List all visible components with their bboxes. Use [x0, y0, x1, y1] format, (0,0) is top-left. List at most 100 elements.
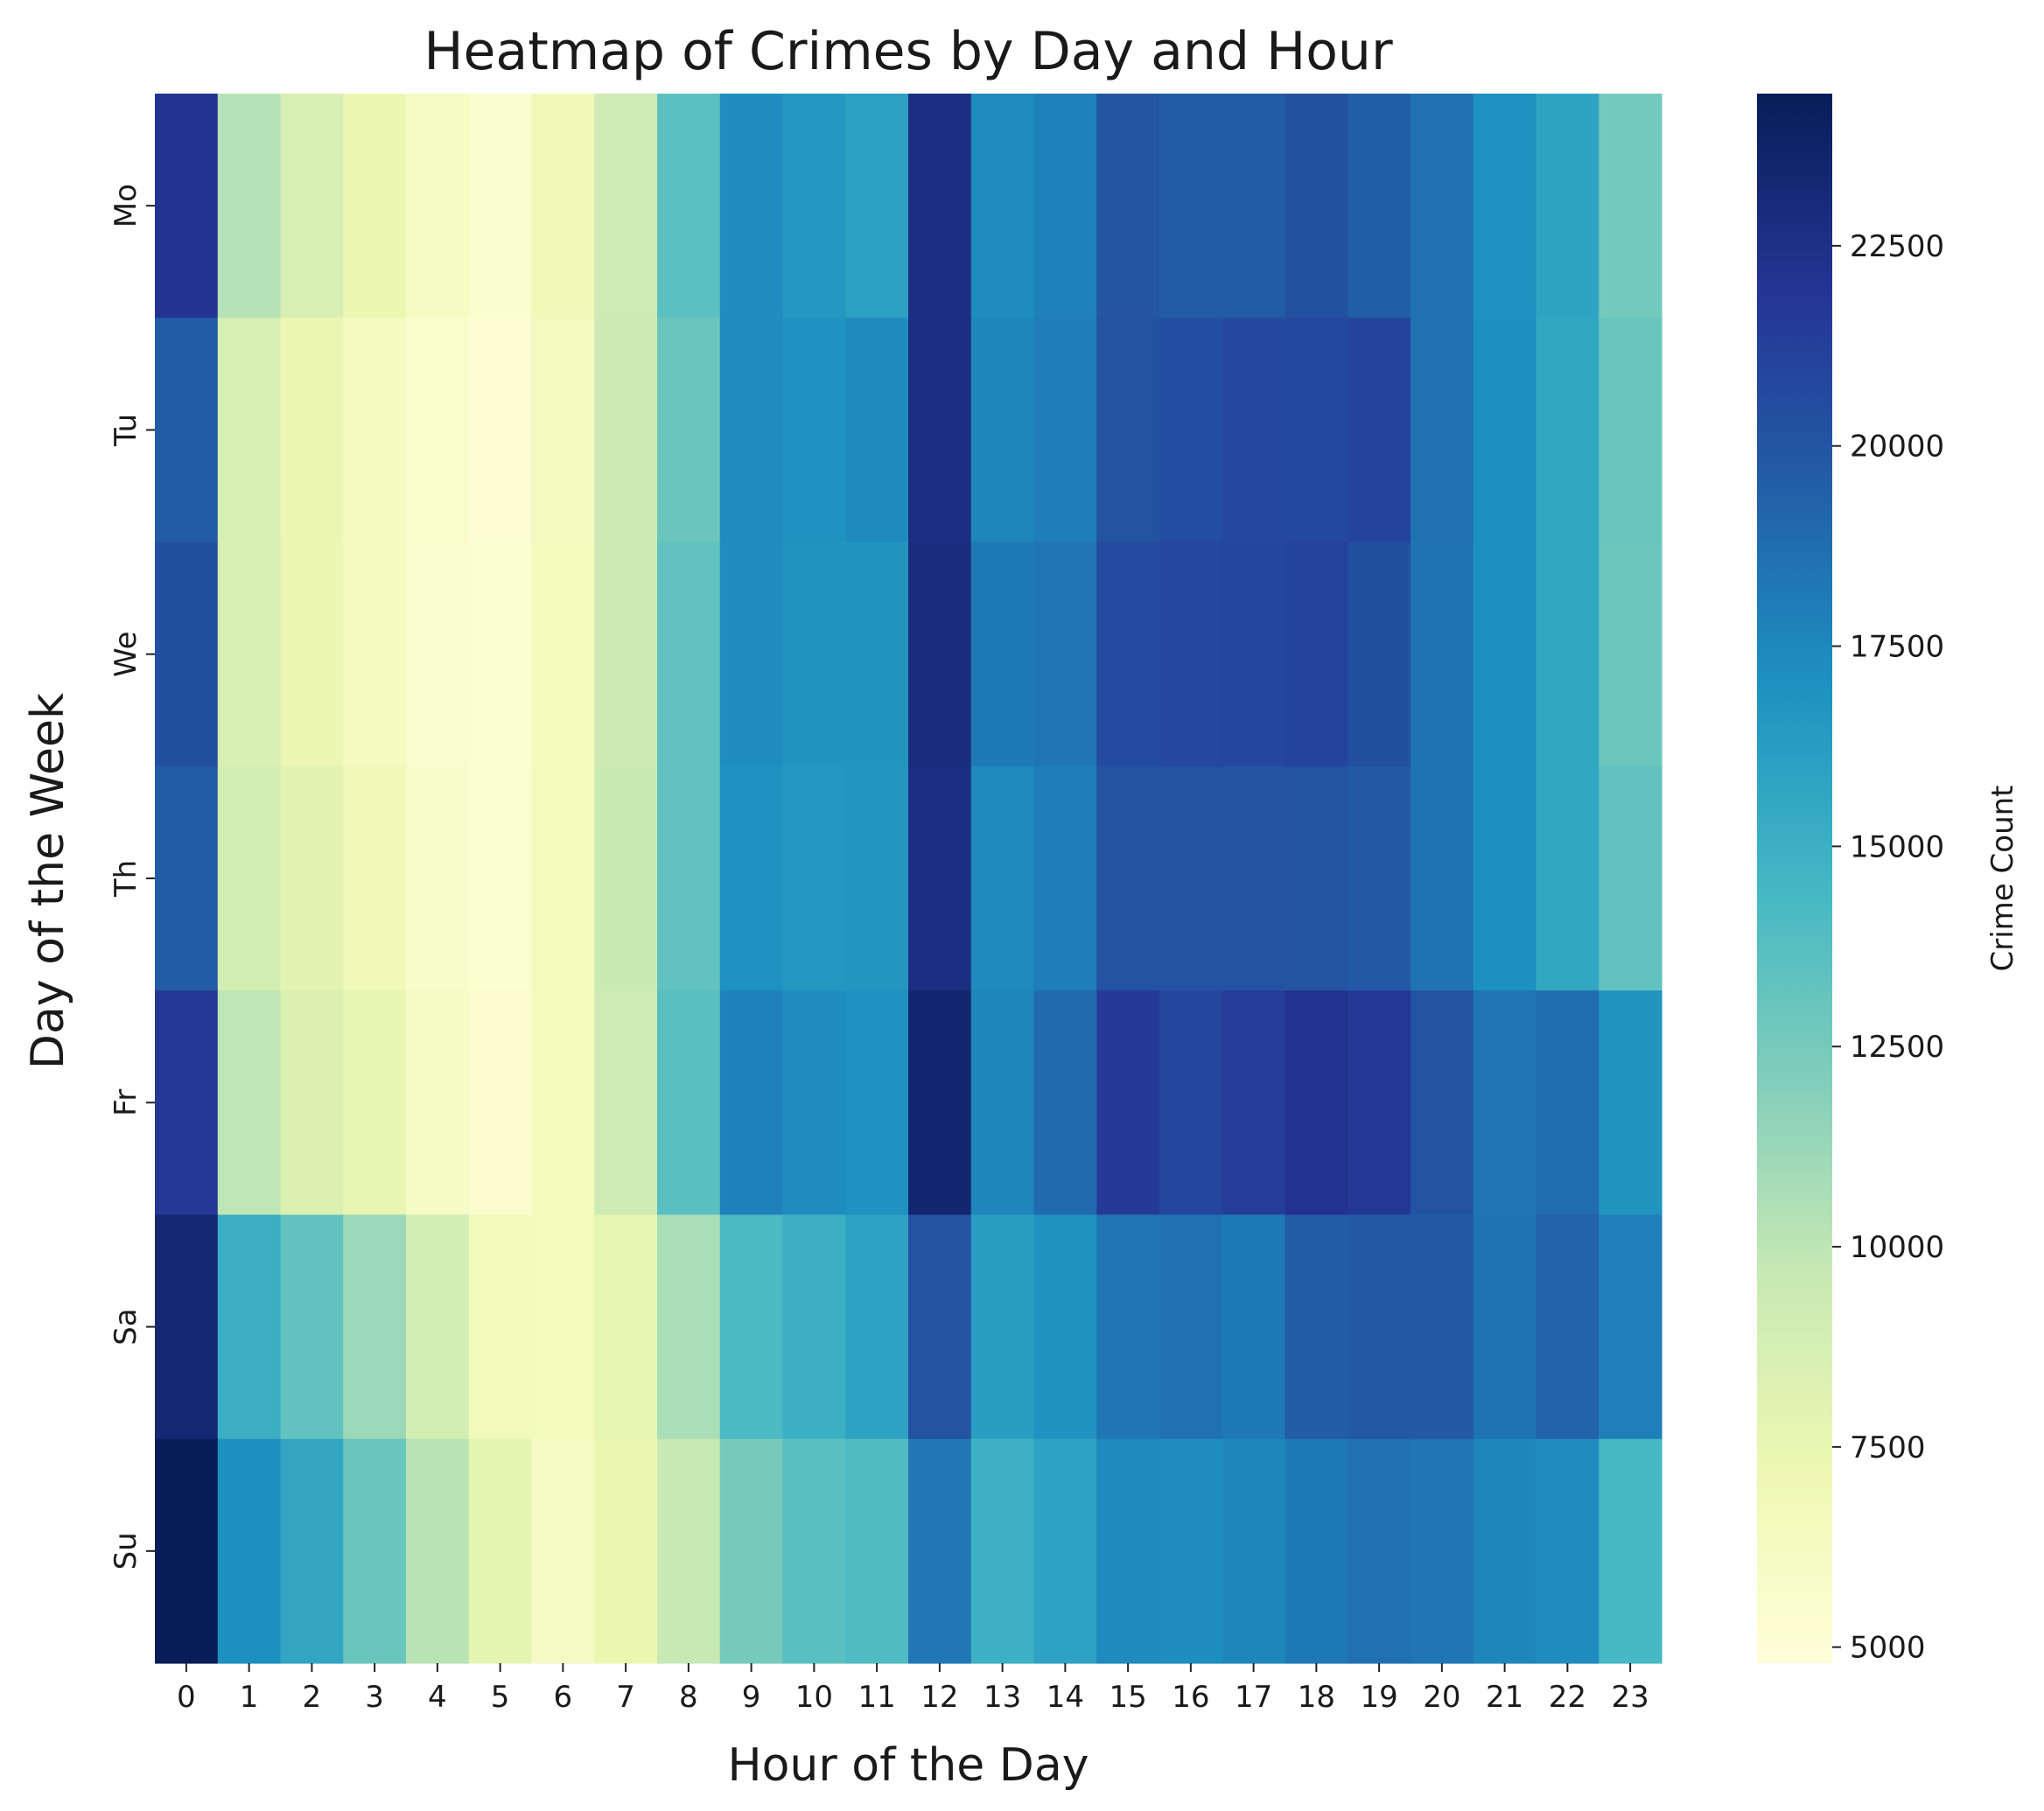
heatmap-cell	[1222, 766, 1286, 991]
heatmap-cell	[1348, 1214, 1411, 1440]
heatmap-cell	[155, 766, 219, 991]
heatmap-cell	[908, 1438, 972, 1664]
heatmap-cell	[594, 94, 658, 318]
heatmap-cell	[468, 990, 533, 1216]
heatmap-cell	[1159, 1214, 1223, 1440]
x-tick-label: 13	[984, 1680, 1021, 1715]
heatmap-cell	[406, 990, 470, 1216]
colorbar-tick-label: 10000	[1850, 1230, 1944, 1265]
heatmap-cell	[970, 318, 1035, 543]
heatmap-cell	[1222, 990, 1286, 1216]
heatmap-cell	[1159, 990, 1223, 1216]
heatmap-cell	[406, 1438, 470, 1664]
heatmap-cell	[845, 990, 909, 1216]
heatmap-cell	[719, 1214, 784, 1440]
heatmap-cell	[1033, 94, 1097, 318]
heatmap-cell	[217, 990, 282, 1216]
y-tick-label: Sa	[108, 1308, 144, 1345]
heatmap-cell	[217, 542, 282, 767]
heatmap-cell	[908, 94, 972, 318]
heatmap-cell	[1284, 1214, 1348, 1440]
heatmap-cell	[1033, 1214, 1097, 1440]
heatmap-cell	[657, 990, 721, 1216]
x-tick-label: 14	[1046, 1680, 1084, 1715]
heatmap-cell	[1410, 1214, 1474, 1440]
x-tick-label: 8	[679, 1680, 698, 1715]
heatmap-cell	[970, 990, 1035, 1216]
heatmap-cell	[1096, 318, 1160, 543]
heatmap-cell	[1159, 766, 1223, 991]
heatmap-cell	[155, 1438, 219, 1664]
heatmap-cell	[343, 766, 407, 991]
heatmap-cell	[845, 318, 909, 543]
x-tick-label: 4	[428, 1680, 447, 1715]
heatmap-cell	[1473, 1214, 1537, 1440]
heatmap-cell	[280, 990, 344, 1216]
x-tick-label: 0	[177, 1680, 196, 1715]
heatmap-cell	[155, 94, 219, 318]
heatmap-cell	[1599, 542, 1662, 767]
heatmap-cell	[468, 1214, 533, 1440]
x-tick-label: 11	[858, 1680, 895, 1715]
heatmap-cell	[782, 766, 846, 991]
heatmap-cell	[1033, 542, 1097, 767]
heatmap-cell	[970, 766, 1035, 991]
heatmap-cell	[719, 318, 784, 543]
y-tick-label: Fr	[108, 1089, 144, 1116]
heatmap-cell	[657, 94, 721, 318]
heatmap-cell	[782, 318, 846, 543]
heatmap-cell	[908, 766, 972, 991]
y-tick-label: Tu	[108, 414, 144, 447]
heatmap-cell	[155, 1214, 219, 1440]
heatmap-cell	[1096, 766, 1160, 991]
y-tick-label: Su	[108, 1532, 144, 1570]
heatmap-cell	[1159, 94, 1223, 318]
y-axis-ticks: Mo Tu We Th Fr Sa Su	[108, 184, 155, 1570]
heatmap-cell	[1159, 318, 1223, 543]
x-tick-label: 9	[742, 1680, 761, 1715]
heatmap-cell	[719, 1438, 784, 1664]
heatmap-cell	[782, 1438, 846, 1664]
heatmap-cell	[531, 1438, 595, 1664]
heatmap-cell	[468, 1438, 533, 1664]
heatmap-cell	[1599, 990, 1662, 1216]
heatmap-cell	[280, 1438, 344, 1664]
heatmap-cell	[1033, 1438, 1097, 1664]
heatmap-cell	[782, 94, 846, 318]
heatmap-cell	[1410, 94, 1474, 318]
heatmap-cell	[1473, 766, 1537, 991]
heatmap-cell	[1536, 766, 1600, 991]
heatmap-cell	[343, 1214, 407, 1440]
heatmap-cell	[280, 1214, 344, 1440]
heatmap-cell	[970, 542, 1035, 767]
heatmap-cell	[1159, 542, 1223, 767]
heatmap-cell	[1096, 990, 1160, 1216]
x-tick-label: 5	[491, 1680, 510, 1715]
colorbar-tick-label: 22500	[1850, 229, 1944, 264]
colorbar-tick-label: 17500	[1850, 630, 1944, 665]
heatmap-cell	[782, 1214, 846, 1440]
heatmap-cell	[280, 318, 344, 543]
heatmap-cell	[1473, 1438, 1537, 1664]
heatmap-cell	[468, 542, 533, 767]
heatmap-cell	[845, 766, 909, 991]
heatmap-cell	[468, 94, 533, 318]
heatmap-cell	[594, 766, 658, 991]
heatmap-cell	[1410, 766, 1474, 991]
heatmap-cell	[719, 990, 784, 1216]
heatmap-cell	[1348, 1438, 1411, 1664]
x-tick-label: 19	[1360, 1680, 1397, 1715]
heatmap-cell	[1033, 318, 1097, 543]
chart-title: Heatmap of Crimes by Day and Hour	[424, 21, 1393, 82]
y-tick-label: Mo	[108, 184, 144, 227]
heatmap-cell	[1222, 318, 1286, 543]
x-tick-label: 18	[1298, 1680, 1335, 1715]
heatmap-cell	[657, 542, 721, 767]
heatmap-cell	[280, 542, 344, 767]
heatmap-cell	[1348, 990, 1411, 1216]
x-axis-ticks: 0 1 2 3 4 5 6 7 8 9 10 11 12 13 14 15 16 17 18 19 20 21 22 23	[177, 1663, 1649, 1715]
heatmap-cell	[1599, 1438, 1662, 1664]
colorbar	[1757, 94, 1832, 1663]
heatmap-cell	[782, 990, 846, 1216]
heatmap-cell	[217, 1214, 282, 1440]
